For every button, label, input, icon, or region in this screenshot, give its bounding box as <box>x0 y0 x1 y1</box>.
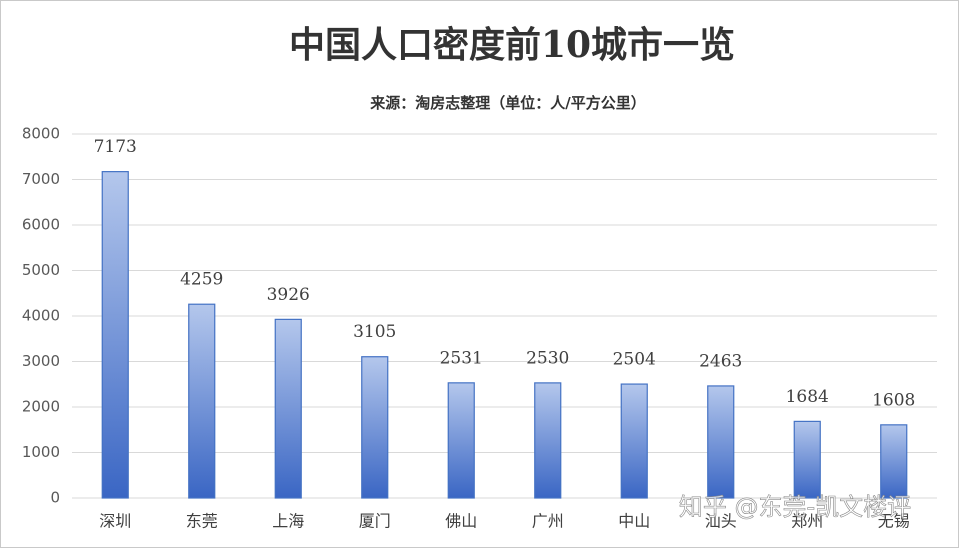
x-tick-label: 佛山 <box>445 512 477 531</box>
bar <box>101 171 129 499</box>
y-tick-label: 4000 <box>22 307 60 325</box>
x-tick-label: 无锡 <box>878 512 910 531</box>
x-tick-label: 上海 <box>272 512 304 531</box>
bar <box>188 303 216 499</box>
value-label: 3105 <box>353 322 396 342</box>
y-tick-label: 5000 <box>22 261 60 279</box>
bar <box>880 424 908 499</box>
bar <box>361 356 389 499</box>
bars: 深圳 7173 东莞 4259 上海 3926 厦门 3105 佛山 2531 广州 2530 中山 25… <box>94 137 916 530</box>
value-label: 3926 <box>267 285 310 305</box>
chart-title: 中国人口密度前10城市一览 <box>289 24 735 66</box>
value-label: 2531 <box>440 348 483 368</box>
value-label: 1608 <box>872 390 915 410</box>
y-tick-label: 8000 <box>22 125 60 143</box>
y-tick-label: 7000 <box>22 170 60 188</box>
x-tick-label: 中山 <box>618 512 650 531</box>
y-tick-label: 3000 <box>22 352 60 370</box>
value-label: 1684 <box>786 387 829 407</box>
x-tick-label: 厦门 <box>359 512 391 531</box>
value-label: 2463 <box>699 351 742 371</box>
bar <box>620 383 648 499</box>
chart-subtitle: 来源：淘房志整理（单位：人/平方公里） <box>369 94 645 112</box>
grid: 0 1000 2000 3000 4000 5000 6000 7000 8000 <box>22 125 937 507</box>
y-tick-label: 2000 <box>22 398 60 416</box>
value-label: 2504 <box>613 350 656 370</box>
watermark: 知乎 @东莞-凯文楼评 <box>679 493 911 521</box>
y-tick-label: 6000 <box>22 216 60 234</box>
bar <box>707 385 735 499</box>
bar <box>274 318 302 499</box>
value-label: 7173 <box>94 137 137 157</box>
x-tick-label: 深圳 <box>99 512 131 531</box>
x-tick-label: 广州 <box>532 512 564 531</box>
bar <box>793 420 821 499</box>
x-tick-label: 汕头 <box>705 512 737 531</box>
value-label: 2530 <box>526 348 569 368</box>
value-label: 4259 <box>180 270 223 290</box>
bar <box>447 382 475 499</box>
bar <box>534 382 562 499</box>
x-tick-label: 郑州 <box>791 512 823 531</box>
y-tick-label: 1000 <box>22 443 60 461</box>
y-tick-label: 0 <box>50 489 60 507</box>
x-tick-label: 东莞 <box>186 512 218 531</box>
